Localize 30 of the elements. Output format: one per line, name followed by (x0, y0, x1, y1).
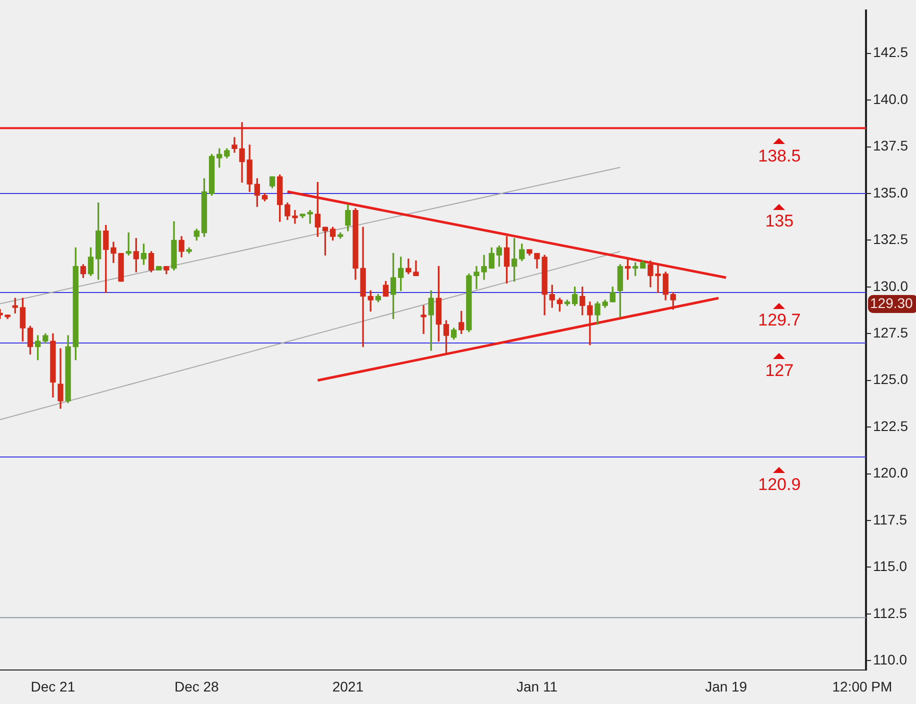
x-tick-label: 12:00 PM (832, 678, 892, 694)
y-tick-label: 142.5 (873, 44, 908, 60)
y-tick-label: 137.5 (873, 138, 908, 154)
x-tick-label: Dec 21 (30, 678, 76, 694)
annotation: 138.5 (758, 146, 801, 166)
y-tick-label: 120.0 (873, 464, 908, 481)
candlestick (587, 302, 593, 346)
annotation: 120.9 (758, 475, 801, 494)
text: 129.30 (870, 294, 914, 311)
annotation: 135 (765, 212, 794, 231)
annotation: 127 (765, 361, 794, 380)
annotation: 129.7 (758, 310, 801, 330)
y-tick-label: 125.0 (873, 371, 908, 388)
y-tick-label: 110.0 (873, 652, 908, 668)
y-tick-label: 122.5 (873, 418, 908, 434)
y-tick-label: 117.5 (873, 511, 908, 528)
y-tick-label: 130.0 (873, 278, 908, 294)
y-tick-label: 115.0 (873, 558, 908, 574)
y-tick-label: 140.0 (873, 90, 908, 107)
y-tick-label: 135.0 (873, 184, 908, 200)
x-tick-label: Dec 28 (174, 678, 220, 694)
y-tick-label: 127.5 (873, 324, 908, 341)
y-tick-label: 132.5 (873, 231, 908, 248)
candlestick (126, 232, 132, 256)
y-tick-label: 112.5 (873, 604, 908, 621)
candlestick (292, 210, 298, 224)
candlestick (420, 305, 426, 334)
x-tick-label: Jan 19 (705, 678, 748, 694)
x-tick-label: Jan 11 (516, 678, 558, 694)
x-tick-label: 2021 (332, 678, 364, 694)
